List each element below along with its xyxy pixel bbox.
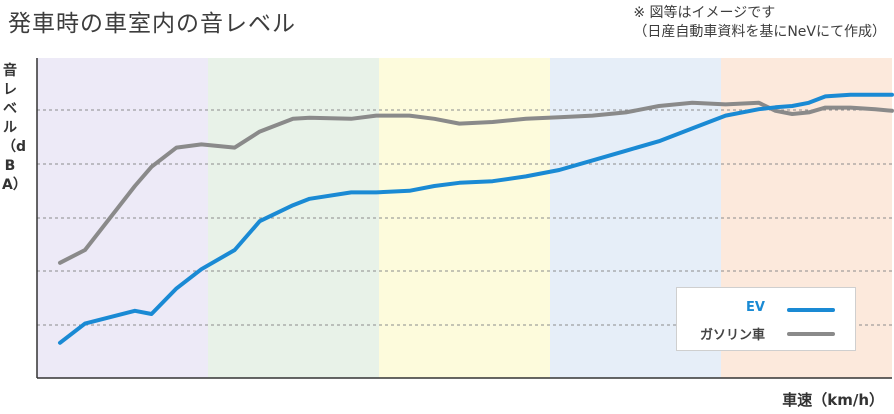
series-line-gasoline (58, 100, 894, 265)
legend-swatch-gasoline (787, 332, 835, 336)
x-axis-label: 車速（km/h） (782, 391, 884, 409)
legend-label-gasoline: ガソリン車 (699, 328, 765, 343)
grid-lines (37, 109, 892, 326)
legend-item-gasoline: ガソリン車 (677, 321, 857, 345)
legend: EV ガソリン車 (676, 287, 856, 351)
note-line-2: （日産自動車資料を基にNeVにて作成） (633, 24, 886, 40)
legend-label-ev: EV (746, 300, 765, 315)
series-lines (58, 92, 894, 345)
note-line-1: ※ 図等はイメージです (633, 5, 776, 21)
axes (36, 58, 892, 379)
image-note: ※ 図等はイメージです （日産自動車資料を基にNeVにて作成） (633, 4, 886, 42)
legend-swatch-ev (787, 308, 835, 312)
speed-band-2 (208, 58, 379, 378)
series-line-ev (58, 92, 894, 345)
chart-title: 発車時の車室内の音レベル (8, 11, 296, 37)
legend-item-ev: EV (677, 297, 857, 321)
